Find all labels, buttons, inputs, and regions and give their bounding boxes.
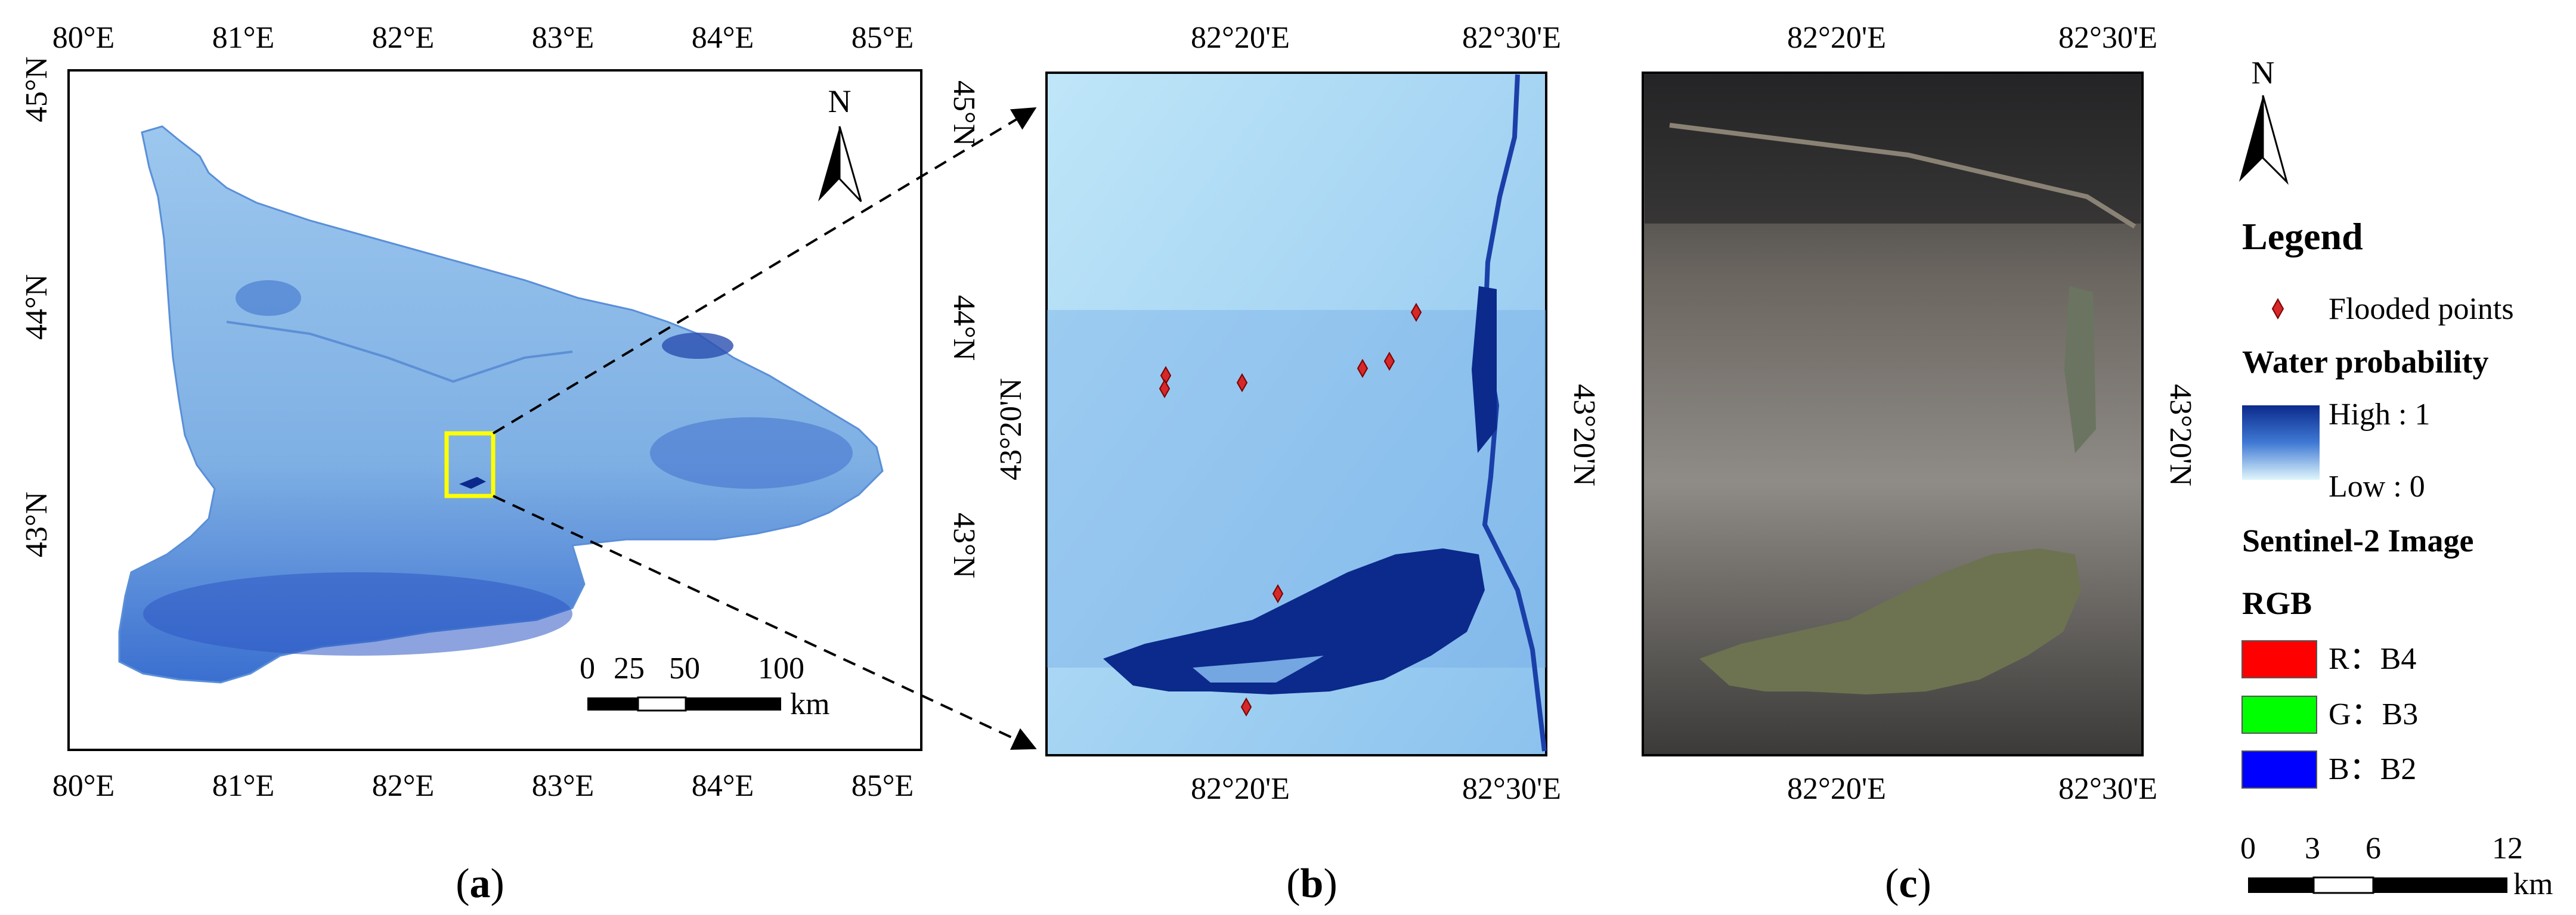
- flood-point: [1236, 373, 1248, 393]
- flood-point: [1383, 351, 1395, 371]
- lake-c: [1699, 548, 2081, 694]
- flooded-points: [1159, 302, 1422, 717]
- svg-text:12: 12: [2492, 832, 2523, 866]
- svg-text:82°20'E: 82°20'E: [1787, 772, 1886, 806]
- svg-text:RGB: RGB: [2242, 585, 2312, 621]
- highlight-box: [444, 431, 496, 498]
- svg-text:B：B2: B：B2: [2329, 752, 2416, 786]
- dark-east-band: [650, 417, 853, 489]
- flood-point: [1159, 379, 1171, 399]
- flood-point: [1357, 358, 1368, 379]
- svg-text:(a): (a): [456, 861, 504, 907]
- svg-text:43°20'N: 43°20'N: [994, 378, 1028, 480]
- svg-text:82°30'E: 82°30'E: [2058, 772, 2157, 806]
- svg-text:83°E: 83°E: [532, 769, 595, 803]
- svg-text:N: N: [828, 83, 852, 119]
- flood-point: [1410, 302, 1422, 322]
- scale-bar-legend: 0 3 6 12 km: [2240, 832, 2553, 901]
- svg-text:N: N: [2252, 55, 2275, 91]
- legend-title: Legend: [2242, 215, 2363, 258]
- svg-text:82°E: 82°E: [372, 21, 435, 55]
- dark-lowland-1: [236, 280, 301, 316]
- study-region-shape: [118, 125, 884, 684]
- scale-bar-a: 0 25 50 100 km: [580, 652, 829, 721]
- svg-text:81°E: 81°E: [212, 769, 275, 803]
- svg-text:83°E: 83°E: [532, 21, 595, 55]
- svg-text:43°N: 43°N: [947, 513, 981, 578]
- svg-text:km: km: [2513, 867, 2553, 901]
- svg-text:44°N: 44°N: [947, 295, 981, 361]
- zoom-lines: [492, 107, 1037, 750]
- svg-text:80°E: 80°E: [52, 21, 115, 55]
- river-line: [226, 321, 573, 383]
- reservoir-b: [1472, 286, 1497, 453]
- svg-text:25: 25: [614, 652, 645, 686]
- svg-text:43°20'N: 43°20'N: [1567, 384, 1601, 486]
- svg-text:(b): (b): [1286, 861, 1337, 907]
- legend: N Legend Flooded points Water probabilit…: [2239, 55, 2553, 901]
- reservoir-c: [2064, 286, 2096, 453]
- svg-text:Low : 0: Low : 0: [2329, 470, 2425, 504]
- svg-text:43°N: 43°N: [20, 492, 54, 557]
- svg-text:82°30'E: 82°30'E: [1462, 772, 1561, 806]
- svg-text:44°N: 44°N: [20, 274, 54, 340]
- svg-text:High : 1: High : 1: [2329, 398, 2430, 432]
- svg-text:45°N: 45°N: [20, 57, 54, 122]
- svg-text:84°E: 84°E: [692, 769, 754, 803]
- svg-text:82°30'E: 82°30'E: [1462, 21, 1561, 55]
- panel-a-x-ticks: 80°E 81°E 82°E 83°E 84°E 85°E 80°E 81°E …: [52, 21, 914, 803]
- svg-text:3: 3: [2305, 832, 2320, 866]
- svg-text:80°E: 80°E: [52, 769, 115, 803]
- svg-text:R：B4: R：B4: [2329, 642, 2416, 676]
- svg-text:0: 0: [2240, 832, 2256, 866]
- svg-text:85°E: 85°E: [852, 769, 914, 803]
- flood-point-symbol: [2271, 297, 2284, 320]
- svg-text:(c): (c): [1885, 861, 1931, 907]
- panel-a: N 0 25 50 100 km 80°E 81°E 82°E 83°E 84°…: [20, 21, 981, 803]
- svg-text:82°E: 82°E: [372, 769, 435, 803]
- svg-text:45°N: 45°N: [947, 80, 981, 146]
- panel-b: 82°20'E 82°30'E 82°20'E 82°30'E 43°20'N …: [994, 21, 1601, 806]
- svg-text:81°E: 81°E: [212, 21, 275, 55]
- flood-point: [1272, 584, 1284, 604]
- dark-mountain-band: [143, 572, 572, 656]
- panel-a-y-ticks: 45°N 44°N 43°N 45°N 44°N 43°N: [20, 57, 981, 578]
- north-arrow-legend: N: [2239, 55, 2289, 185]
- north-arrow-a: N: [818, 83, 862, 203]
- svg-text:84°E: 84°E: [692, 21, 754, 55]
- svg-text:Flooded points: Flooded points: [2329, 292, 2514, 326]
- lake-small: [459, 477, 486, 489]
- svg-text:100: 100: [758, 652, 804, 686]
- water-prob-ramp: [2242, 405, 2320, 480]
- band-swatch-b: [2241, 750, 2317, 789]
- svg-text:82°30'E: 82°30'E: [2058, 21, 2157, 55]
- svg-text:G：B3: G：B3: [2329, 697, 2418, 731]
- svg-text:50: 50: [669, 652, 700, 686]
- svg-text:Sentinel-2 Image: Sentinel-2 Image: [2242, 523, 2473, 559]
- flood-point: [1240, 697, 1252, 717]
- lake-b: [1103, 548, 1485, 694]
- band-swatch-g: [2241, 696, 2317, 734]
- svg-text:km: km: [790, 687, 829, 721]
- svg-text:82°20'E: 82°20'E: [1191, 772, 1290, 806]
- svg-text:82°20'E: 82°20'E: [1787, 21, 1886, 55]
- svg-text:82°20'E: 82°20'E: [1191, 21, 1290, 55]
- panel-c: 82°20'E 82°30'E 82°20'E 82°30'E 43°20'N: [1642, 21, 2197, 806]
- svg-text:0: 0: [580, 652, 595, 686]
- svg-text:85°E: 85°E: [852, 21, 914, 55]
- svg-text:6: 6: [2366, 832, 2381, 866]
- captions: (a) (b) (c): [456, 861, 1931, 907]
- band-swatch-r: [2241, 640, 2317, 678]
- svg-text:43°20'N: 43°20'N: [2163, 384, 2197, 486]
- dark-lowland-2: [662, 333, 733, 359]
- svg-text:Water probability: Water probability: [2242, 344, 2489, 380]
